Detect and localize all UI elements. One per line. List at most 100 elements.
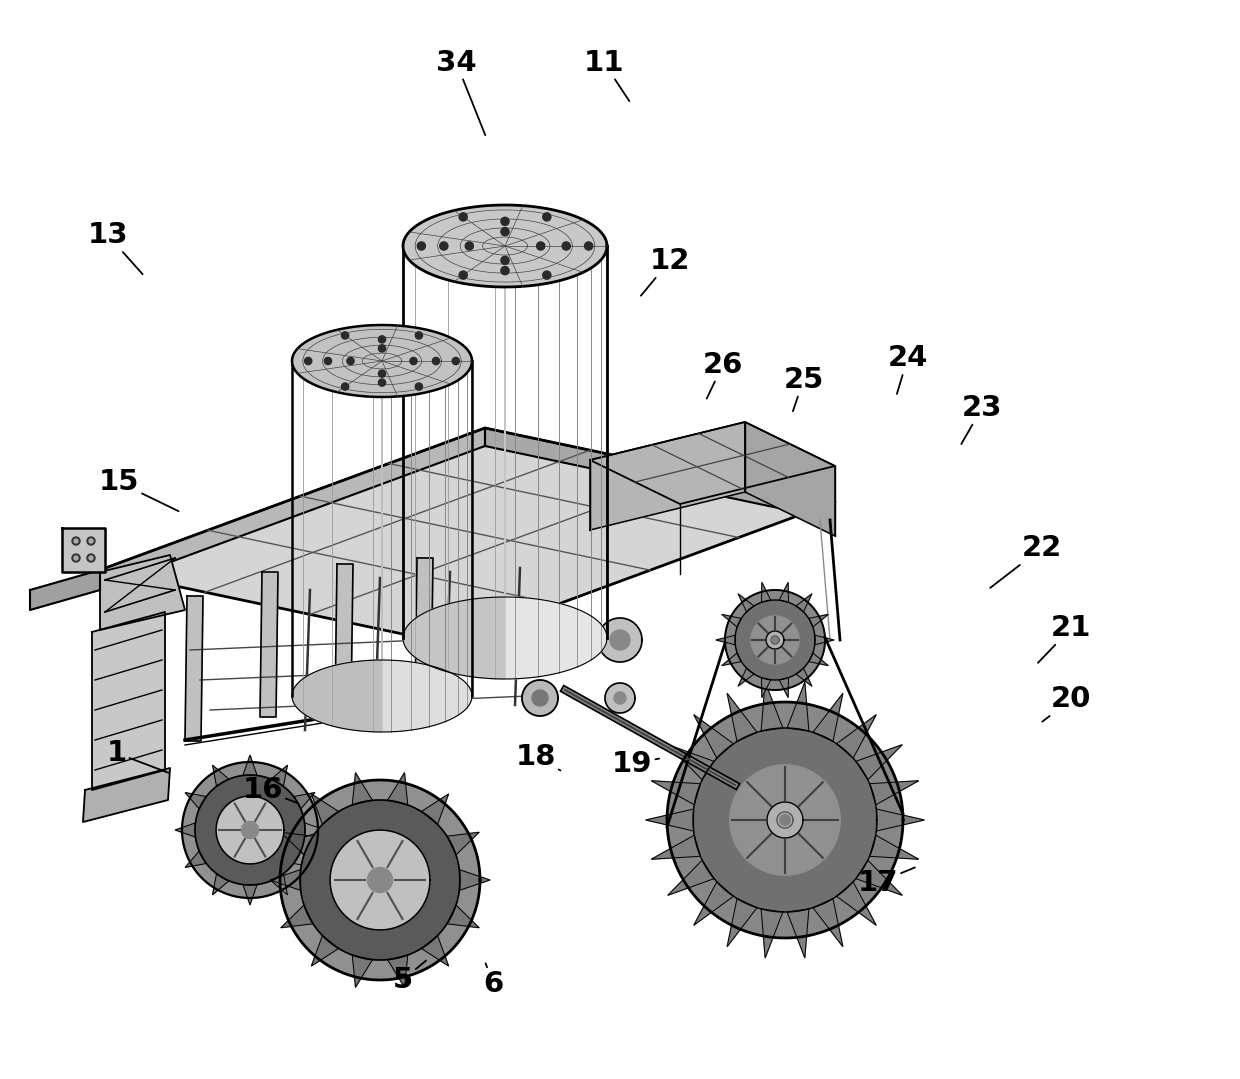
Polygon shape [779,678,789,697]
Polygon shape [614,692,626,704]
Polygon shape [725,590,825,689]
Polygon shape [388,955,408,987]
Polygon shape [808,653,828,666]
Polygon shape [815,636,835,645]
Circle shape [773,638,777,643]
Text: 22: 22 [991,534,1061,588]
Polygon shape [738,668,754,686]
Polygon shape [182,762,317,898]
Polygon shape [272,874,288,894]
Polygon shape [62,528,105,572]
Polygon shape [837,882,877,925]
Polygon shape [270,870,300,890]
Polygon shape [694,882,734,925]
Circle shape [501,257,510,264]
Polygon shape [808,614,828,627]
Text: 21: 21 [1038,614,1091,663]
Text: 20: 20 [1043,685,1091,722]
Polygon shape [837,714,877,759]
Circle shape [410,357,417,365]
Polygon shape [813,694,843,741]
Polygon shape [738,593,754,612]
Polygon shape [352,955,372,987]
Circle shape [305,357,311,365]
Polygon shape [869,835,919,859]
Polygon shape [485,428,835,520]
Text: 24: 24 [888,344,928,394]
Circle shape [459,213,467,221]
Polygon shape [722,614,742,627]
Polygon shape [727,694,758,741]
Circle shape [378,379,386,386]
Polygon shape [300,800,460,960]
Circle shape [74,556,78,560]
Circle shape [415,332,423,339]
Circle shape [378,370,386,378]
Polygon shape [294,793,315,809]
Polygon shape [311,935,339,966]
Circle shape [543,213,551,221]
Circle shape [501,267,510,275]
Polygon shape [388,773,408,805]
Polygon shape [294,851,315,868]
Polygon shape [185,851,206,868]
Text: 26: 26 [703,351,743,398]
Circle shape [74,540,78,543]
Polygon shape [422,794,449,824]
Polygon shape [335,564,353,709]
Polygon shape [869,781,919,805]
Text: 16: 16 [243,776,298,804]
Polygon shape [100,555,185,630]
Text: 12: 12 [641,247,689,296]
Polygon shape [195,775,305,885]
Polygon shape [693,728,877,912]
Circle shape [501,228,510,235]
Polygon shape [532,689,548,706]
Polygon shape [352,773,372,805]
Circle shape [537,242,544,250]
Polygon shape [92,612,165,790]
Polygon shape [212,874,229,894]
Text: 17: 17 [858,868,915,897]
Polygon shape [766,631,784,648]
Circle shape [72,554,81,562]
Polygon shape [216,796,284,864]
Polygon shape [243,755,257,776]
Polygon shape [291,325,382,732]
Polygon shape [730,765,841,875]
Polygon shape [100,428,485,588]
Circle shape [780,815,790,825]
Circle shape [325,357,331,365]
Polygon shape [30,570,100,610]
Circle shape [89,556,93,560]
Polygon shape [761,583,771,602]
Text: 11: 11 [584,49,630,101]
Polygon shape [768,802,804,838]
Polygon shape [30,570,100,610]
Polygon shape [646,809,693,831]
Polygon shape [651,835,701,859]
Polygon shape [185,596,203,741]
Polygon shape [796,593,812,612]
Polygon shape [212,765,229,787]
Polygon shape [459,870,490,890]
Polygon shape [83,768,170,822]
Circle shape [378,336,386,343]
Circle shape [440,242,448,250]
Circle shape [87,554,95,562]
Polygon shape [522,680,558,716]
Polygon shape [668,745,714,780]
Polygon shape [446,832,479,855]
Polygon shape [751,616,799,664]
Polygon shape [243,885,257,905]
Polygon shape [415,558,433,704]
Text: 1: 1 [107,739,169,773]
Polygon shape [735,600,815,680]
Polygon shape [761,678,771,697]
Text: 25: 25 [784,366,823,411]
Polygon shape [422,935,449,966]
Polygon shape [856,860,903,896]
Circle shape [89,540,93,543]
Text: 23: 23 [961,394,1002,445]
Polygon shape [403,205,608,287]
